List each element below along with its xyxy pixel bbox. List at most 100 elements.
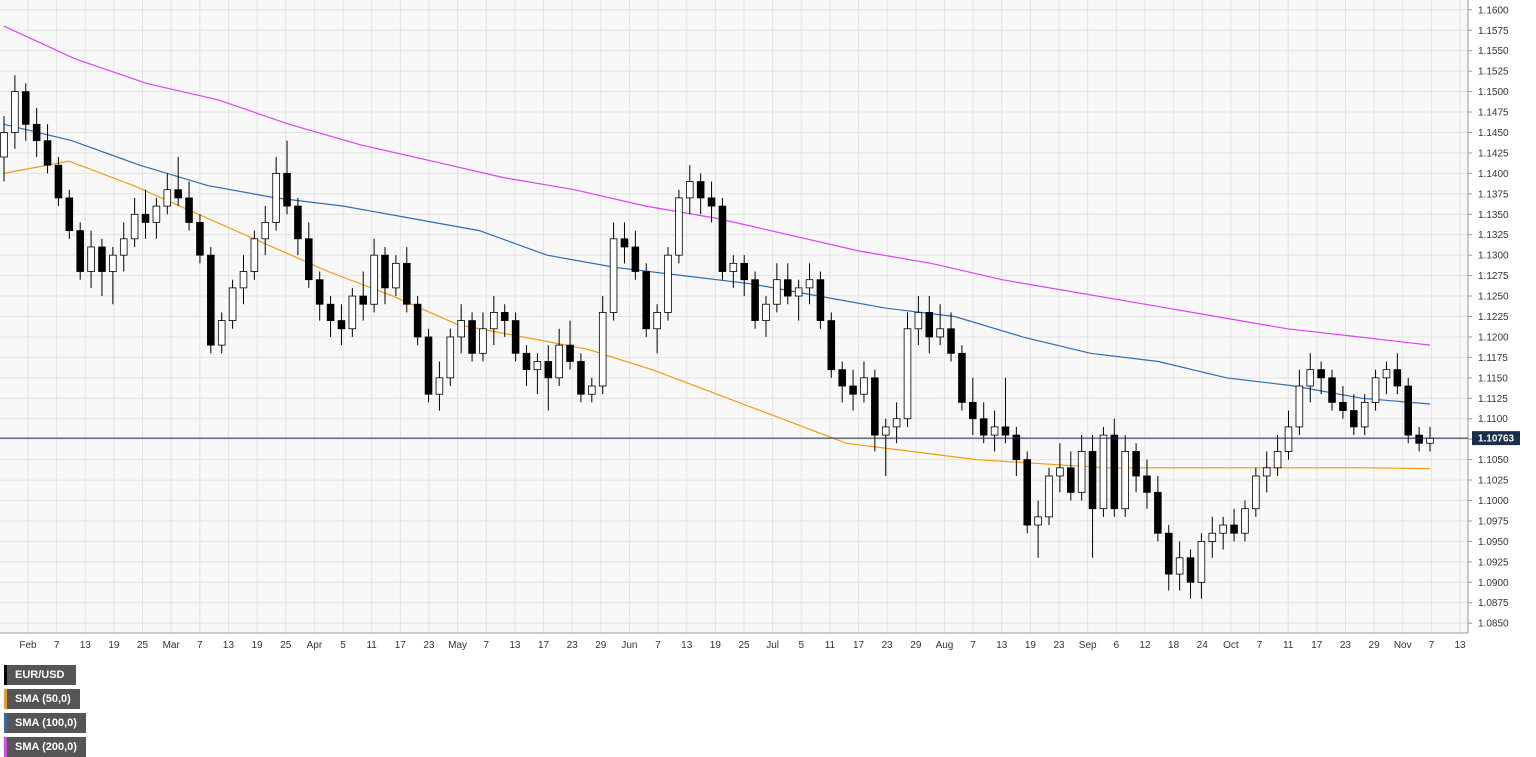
candle-body-bullish [1382,369,1391,379]
candle-body-bullish [903,328,912,420]
candle [1230,508,1238,542]
candle-body-bullish [130,213,139,240]
candle-body-bearish [1164,532,1173,575]
candle-body-bullish [1284,426,1293,452]
candle-body-bearish [65,197,74,232]
candle [250,230,259,280]
candle [185,181,193,231]
candle-body-bullish [348,295,357,330]
candle-body-bearish [1023,459,1032,526]
legend-item-sma50[interactable]: SMA (50,0) [4,689,80,709]
candle-body-bearish [642,271,651,330]
candle [1306,353,1315,403]
candle [1175,541,1184,591]
y-tick-label: 1.1575 [1478,26,1509,37]
candle-body-bearish [979,418,988,436]
candle [337,304,346,346]
candle-body-bearish [696,181,705,199]
candle [207,246,215,354]
candle-body-bearish [1328,377,1336,403]
candle-body-bearish [54,164,63,199]
x-tick-label: 19 [252,640,264,651]
candle [21,83,30,141]
x-tick-label: 17 [395,640,407,651]
candle-body-bullish [228,287,237,321]
candle [1143,459,1151,509]
candle [294,197,302,256]
legend-item-sma100[interactable]: SMA (100,0) [4,713,86,733]
y-tick-label: 1.1375 [1478,189,1509,200]
candle [642,263,651,337]
candle-body-bullish [555,344,563,379]
candle-body-bullish [1426,437,1434,444]
candle [533,353,542,395]
candle-body-bearish [1317,369,1325,379]
x-tick-label: 5 [798,640,804,651]
legend-item-eurusd[interactable]: EUR/USD [4,665,76,685]
candle [315,271,324,321]
y-tick-label: 1.1150 [1478,373,1508,384]
candle [1154,475,1162,542]
candle-body-bearish [1415,434,1423,444]
candle [109,246,117,305]
candle [305,222,313,288]
y-tick-label: 1.1225 [1478,312,1509,323]
candle-body-bullish [1121,451,1129,510]
candle-body-bearish [32,123,41,142]
candle [348,287,357,337]
x-tick-label: 23 [1340,640,1352,651]
candle [1056,443,1064,493]
candle-body-bullish [881,426,890,436]
candle [936,304,944,346]
candle [381,246,389,305]
candle [751,271,759,329]
candle [457,304,465,354]
candle-body-bearish [1132,451,1140,477]
x-tick-label: 19 [1025,640,1037,651]
x-tick-label: 25 [137,640,149,651]
candle [119,222,128,272]
x-tick-label: May [448,640,467,651]
y-tick-label: 1.0850 [1478,619,1509,630]
candle [740,255,748,297]
candle [620,222,629,264]
candle [500,304,509,337]
candle-body-bullish [762,303,770,321]
gridlines [0,0,1468,633]
candle-body-bullish [1056,467,1064,477]
x-tick-label: 7 [970,640,976,651]
candle-body-bullish [1045,475,1053,518]
x-tick-label: 23 [1053,640,1065,651]
candle [816,271,825,329]
candle [794,279,803,321]
candle [903,312,912,427]
candle-body-bullish [936,328,944,338]
y-tick-label: 1.1250 [1478,292,1509,303]
candle-body-bullish [686,181,694,199]
legend-label: SMA (100,0) [15,717,77,729]
x-tick-label: 25 [738,640,750,651]
candle [11,75,19,149]
candle [32,107,41,158]
candle [1415,426,1423,452]
candle-body-bearish [337,320,346,330]
candle-body-bullish [446,336,455,379]
candle-body-bullish [1077,451,1086,493]
candle-body-bullish [1306,369,1315,387]
candle-body-bullish [272,172,280,223]
legend-item-sma200[interactable]: SMA (200,0) [4,737,86,757]
legend-label: SMA (50,0) [15,693,71,705]
candle [261,206,270,256]
last-price-label: 1.10763 [1478,434,1515,445]
candle [707,181,716,223]
candle-body-bullish [794,287,803,297]
candle-body-bearish [1404,385,1413,436]
candle [1121,435,1129,517]
candle [1273,435,1282,476]
y-tick-label: 1.1425 [1478,148,1509,159]
candle [522,345,531,387]
candle-body-bullish [239,271,248,289]
candle-body-bullish [1241,508,1249,534]
candle-body-bearish [511,320,520,354]
candle [1262,451,1271,493]
